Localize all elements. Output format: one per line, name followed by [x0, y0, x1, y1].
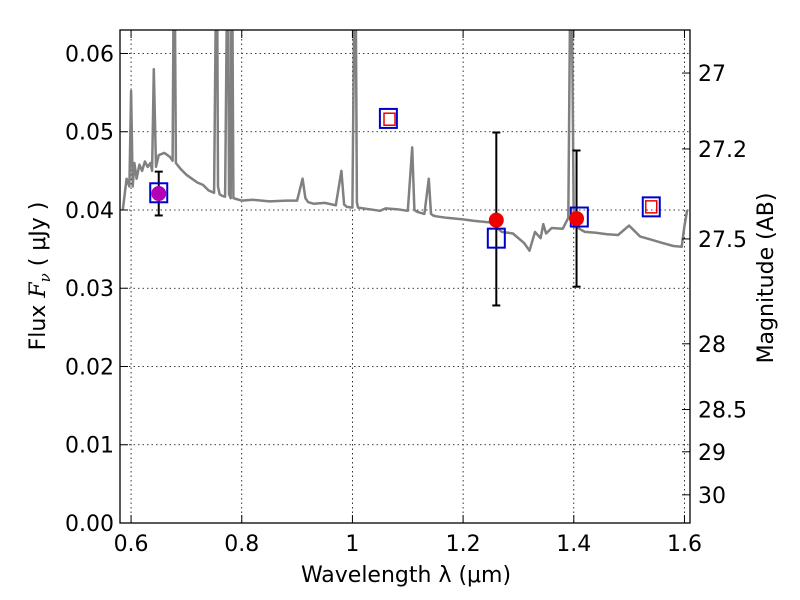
y-tick-label: 0.04: [65, 199, 114, 224]
plot-frame: [119, 29, 691, 524]
x-tick-label: 1: [345, 532, 359, 557]
upper-limit-square: [383, 112, 396, 126]
x-axis-label: Wavelength λ (μm): [301, 563, 511, 588]
x-tick-label: 1.2: [446, 532, 481, 557]
y2-tick-label: 27: [698, 62, 726, 87]
upper-limit-square: [645, 200, 658, 214]
model-photometry-square: [149, 182, 169, 204]
x-tick-label: 1.4: [556, 532, 591, 557]
model-photometry-square: [486, 227, 506, 249]
y-axis-label-symbol: F: [26, 282, 51, 299]
model-photometry-square: [641, 196, 661, 218]
y-axis-label-subscript: ν: [36, 273, 54, 282]
model-photometry-square: [378, 107, 398, 129]
y2-tick-label: 27.5: [698, 228, 747, 253]
model-spectrum-line: [121, 30, 689, 252]
markers: [149, 107, 661, 249]
y-axis-label: Flux Fν ( μJy ): [26, 202, 54, 351]
y2-tick-label: 28: [698, 333, 726, 358]
y2-axis-label: Magnitude (AB): [754, 193, 779, 364]
observed-point: [569, 211, 585, 227]
axes: 0.6 0.8 1 1.2 1.4 1.6 0.00 0.01 0.02 0.03 0.04 0.05…: [65, 30, 747, 557]
grid: [120, 30, 690, 523]
model-spectrum-layer: [121, 30, 689, 252]
y-tick-label: 0.03: [65, 277, 114, 302]
x-tick-label: 0.6: [114, 532, 149, 557]
y2-tick-label: 27.2: [698, 138, 747, 163]
x-tick-label: 0.8: [224, 532, 259, 557]
y2-tick-label: 30: [698, 484, 726, 509]
y-tick-label: 0.06: [65, 42, 114, 67]
x-tick-label: 1.6: [667, 532, 702, 557]
y-tick-label: 0.01: [65, 434, 114, 459]
y-axis-label-suffix: ( μJy ): [26, 202, 51, 274]
y-axis-label-prefix: Flux: [26, 298, 51, 351]
observed-point: [151, 186, 167, 202]
y-tick-label: 0.02: [65, 355, 114, 380]
y2-tick-label: 29: [698, 441, 726, 466]
y2-tick-label: 28.5: [698, 399, 747, 424]
y-tick-label: 0.00: [65, 512, 114, 537]
observed-point: [488, 212, 504, 228]
y-tick-label: 0.05: [65, 121, 114, 146]
